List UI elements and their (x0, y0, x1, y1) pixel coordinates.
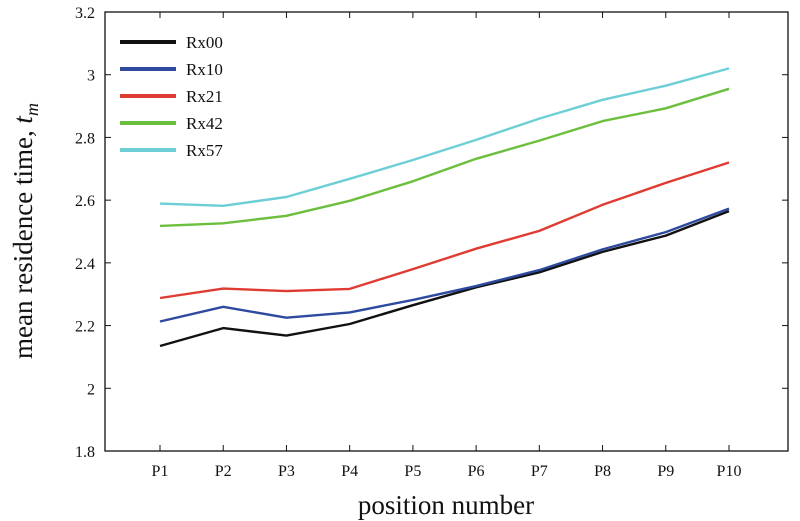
y-axis-title: mean residence time, tm (8, 103, 42, 359)
x-tick-label: P9 (657, 463, 674, 480)
y-axis: 1.8 2 2.2 2.4 2.6 2.8 3 3.2 (75, 5, 788, 461)
series-line-rx21 (159, 161, 730, 300)
x-tick-label: P4 (341, 463, 358, 480)
series-lines (159, 67, 730, 348)
y-tick-label: 2.2 (75, 319, 95, 336)
y-axis-title-text: mean residence time, (8, 124, 38, 359)
x-tick-label: P1 (152, 463, 169, 480)
legend-label-rx42: Rx42 (186, 114, 223, 133)
plot-area-frame (104, 11, 789, 452)
x-tick-label: P10 (717, 463, 742, 480)
y-tick-label: 2 (87, 381, 95, 398)
legend: Rx00 Rx10 Rx21 Rx42 Rx57 (120, 33, 223, 160)
legend-label-rx57: Rx57 (186, 141, 223, 160)
y-tick-label: 2.6 (75, 193, 95, 210)
x-tick-label: P6 (468, 463, 485, 480)
x-tick-label: P5 (404, 463, 421, 480)
y-tick-label: 3.2 (75, 5, 95, 22)
series-line-rx57 (159, 67, 730, 208)
y-axis-title-subscript: m (22, 103, 42, 116)
series-line-rx00 (159, 209, 730, 348)
y-tick-label: 1.8 (75, 444, 95, 461)
x-axis-title: position number (358, 490, 534, 520)
legend-label-rx00: Rx00 (186, 33, 223, 52)
x-tick-label: P7 (531, 463, 548, 480)
y-tick-label: 2.4 (75, 256, 95, 273)
x-tick-label: P2 (215, 463, 232, 480)
series-line-rx42 (159, 87, 730, 228)
y-tick-label: 2.8 (75, 130, 95, 147)
legend-label-rx21: Rx21 (186, 87, 223, 106)
y-axis-title-symbol: t (8, 115, 38, 124)
legend-label-rx10: Rx10 (186, 60, 223, 79)
y-tick-label: 3 (87, 68, 95, 85)
x-tick-label: P8 (594, 463, 611, 480)
x-axis: P1 P2 P3 P4 P5 P6 P7 P8 P9 P10 (152, 12, 742, 480)
x-tick-label: P3 (278, 463, 295, 480)
series-line-rx10 (159, 207, 730, 323)
